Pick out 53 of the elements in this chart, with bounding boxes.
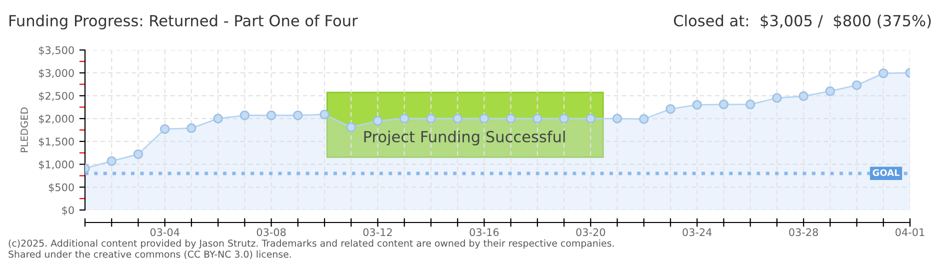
- y-tick-label: $2,000: [39, 114, 74, 124]
- point: [346, 122, 356, 132]
- x-tick-label: 03-24: [682, 228, 712, 236]
- y-tick-label: $500: [48, 183, 74, 193]
- y-axis-title: PLEDGED: [20, 108, 28, 152]
- chart-title: Funding Progress: Returned - Part One of Four: [10, 14, 358, 30]
- point: [240, 110, 250, 120]
- point: [213, 114, 223, 124]
- text: Shared under the creative commons (CC BY-NC 3.0) license.: [8, 250, 291, 259]
- x-tick-label: 04-01: [896, 228, 924, 236]
- point: [745, 100, 756, 110]
- point: [426, 114, 436, 124]
- point: [133, 149, 144, 160]
- x-tick-label: 03-04: [150, 228, 180, 236]
- y-tick-label: $0: [62, 206, 74, 216]
- x-tick-label: 03-08: [256, 228, 286, 236]
- point: [186, 123, 196, 134]
- y-tick-label: $2,500: [39, 92, 74, 102]
- y-tick-label: $1,500: [39, 137, 74, 147]
- point: [293, 110, 303, 120]
- y-tick-label: $3,000: [39, 68, 74, 78]
- point: [612, 114, 622, 124]
- point: [106, 156, 116, 166]
- point: [320, 110, 330, 120]
- y-tick-label: $3,500: [39, 46, 74, 56]
- point: [772, 93, 782, 103]
- point: [639, 114, 649, 124]
- text: (c)2025. Additional content provided by Jason Strutz. Trademarks and related content are owned by their respective companies.: [8, 239, 614, 249]
- point: [399, 114, 410, 124]
- point: [718, 100, 729, 110]
- x-tick-label: 03-16: [470, 228, 499, 236]
- point: [852, 80, 862, 90]
- ref-line-label: GOAL: [872, 169, 900, 176]
- x-tick-label: 03-28: [789, 228, 818, 236]
- point: [506, 114, 516, 124]
- point: [532, 114, 542, 124]
- point: [666, 104, 676, 114]
- point: [266, 110, 276, 120]
- annotation: Project Funding Successful: [364, 130, 565, 146]
- point: [559, 114, 569, 124]
- point: [479, 114, 490, 124]
- point: [798, 91, 808, 102]
- point: [586, 114, 596, 124]
- y-tick-label: $1,000: [39, 160, 74, 170]
- point: [825, 86, 836, 96]
- x-tick-label: 03-20: [576, 228, 606, 236]
- point: [692, 100, 702, 110]
- point: [160, 124, 170, 134]
- x-tick-label: 03-12: [363, 228, 392, 236]
- chart-subtitle: Closed at: $3,005 / $800 (375%): [674, 14, 931, 28]
- point: [878, 68, 888, 78]
- point: [372, 116, 383, 126]
- point: [452, 114, 462, 124]
